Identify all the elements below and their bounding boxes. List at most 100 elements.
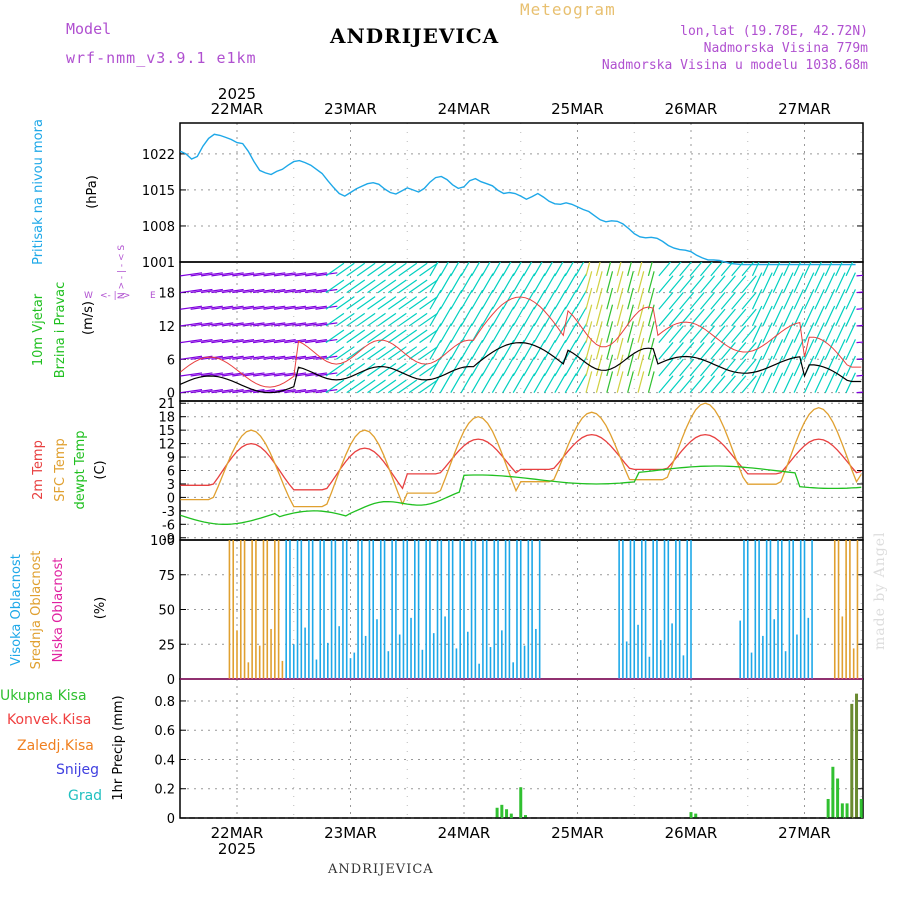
wind-barb bbox=[252, 372, 275, 377]
wind-barb bbox=[616, 262, 622, 277]
x-tick-label-top: 24MAR bbox=[438, 100, 491, 118]
precip-bar bbox=[845, 803, 849, 818]
x-tick-label-top: 27MAR bbox=[778, 100, 831, 118]
wind-barb bbox=[356, 379, 376, 394]
wind-barb bbox=[263, 305, 286, 310]
y-tick-label: 12 bbox=[158, 438, 175, 453]
wind-barb bbox=[263, 338, 286, 344]
wind-barb bbox=[835, 305, 846, 327]
wind-barb bbox=[637, 354, 645, 377]
wind-barb bbox=[533, 262, 543, 277]
wind-barb bbox=[419, 312, 438, 327]
wind-barb bbox=[710, 325, 726, 344]
wind-barb bbox=[731, 375, 747, 394]
wind-barb bbox=[450, 323, 463, 343]
wind-barb bbox=[772, 322, 784, 343]
wind-barb bbox=[346, 296, 366, 310]
wind-barb bbox=[305, 305, 327, 310]
wind-barb bbox=[554, 273, 567, 293]
precip-bar bbox=[859, 798, 863, 818]
wind-barb bbox=[190, 288, 213, 294]
wind-barb bbox=[741, 308, 757, 327]
wind-barb bbox=[710, 375, 726, 394]
x-tick-label-bottom: 24MAR bbox=[438, 824, 491, 842]
wind-barb bbox=[502, 323, 515, 343]
wind-barb bbox=[512, 306, 525, 327]
wind-barb bbox=[845, 272, 856, 293]
wind-barb bbox=[263, 355, 286, 360]
wind-barb bbox=[554, 262, 564, 277]
wind-barb bbox=[450, 262, 460, 277]
wind-barbs bbox=[180, 262, 863, 394]
wind-barb bbox=[471, 262, 481, 277]
wind-barb bbox=[512, 323, 525, 343]
footer-station: ANDRIJEVICA bbox=[328, 862, 434, 877]
wind-barb bbox=[616, 337, 624, 360]
wind-barb bbox=[835, 372, 846, 393]
wind-barb bbox=[710, 262, 724, 277]
wind-barb bbox=[533, 356, 546, 377]
wind-barb bbox=[346, 279, 366, 294]
wind-barb bbox=[637, 337, 645, 360]
ylabel-pressure-unit: (hPa) bbox=[85, 175, 100, 209]
wind-barb bbox=[523, 323, 536, 343]
ylabel-mid-cloud: Srednja Oblacnost bbox=[29, 551, 44, 670]
wind-barb bbox=[731, 308, 747, 327]
y-tick-label: 6 bbox=[167, 465, 175, 480]
wind-barb bbox=[668, 358, 684, 377]
wind-barb bbox=[845, 305, 856, 327]
wind-barb bbox=[585, 371, 593, 393]
wind-barb bbox=[585, 337, 593, 360]
y-tick-label: 0 bbox=[167, 812, 175, 827]
wind-barb bbox=[793, 372, 804, 393]
wind-barb bbox=[564, 273, 577, 293]
wind-barb bbox=[856, 374, 863, 377]
wind-barb bbox=[523, 262, 533, 277]
wind-barb bbox=[252, 272, 275, 277]
wind-barb bbox=[512, 373, 525, 393]
wind-barb bbox=[783, 322, 794, 343]
precip-bar bbox=[519, 787, 523, 818]
x-tick-label-bottom: 22MAR bbox=[211, 824, 264, 842]
wind-barb bbox=[856, 358, 863, 360]
wind-barb bbox=[575, 323, 588, 343]
wind-barb bbox=[294, 372, 317, 377]
wind-barb bbox=[408, 362, 428, 377]
wind-barb bbox=[824, 272, 836, 293]
wind-barb bbox=[627, 337, 634, 360]
wind-barb bbox=[471, 289, 484, 310]
precip-bar bbox=[523, 815, 527, 818]
wind-barb bbox=[575, 356, 588, 377]
precip-bar bbox=[505, 809, 509, 818]
wind-barb bbox=[190, 372, 213, 377]
wind-barb bbox=[627, 304, 634, 327]
wind-barb bbox=[814, 372, 825, 393]
wind-barb bbox=[232, 355, 255, 360]
wind-barb bbox=[460, 273, 473, 293]
wind-barb bbox=[647, 371, 655, 393]
ylabel-temp-unit: (C) bbox=[93, 460, 108, 479]
wind-barb bbox=[294, 355, 317, 360]
wind-barb bbox=[305, 322, 327, 327]
wind-barb bbox=[543, 323, 556, 343]
y-tick-label: 25 bbox=[158, 638, 175, 653]
ylabel-dewpt: dewpt Temp bbox=[73, 430, 88, 509]
wind-barb bbox=[543, 262, 554, 277]
wind-barb bbox=[294, 389, 317, 394]
wind-barb bbox=[242, 322, 265, 327]
wind-barb bbox=[627, 321, 634, 343]
wind-barb bbox=[325, 279, 345, 294]
ylabel-precip: 1hr Precip (mm) bbox=[111, 695, 126, 800]
wind-barb bbox=[398, 379, 418, 394]
wind-barb bbox=[783, 372, 794, 393]
wind-barb bbox=[762, 305, 773, 327]
wind-barb bbox=[367, 346, 386, 360]
ylabel-high-cloud: Visoka Oblacnost bbox=[9, 554, 24, 666]
wind-barb bbox=[242, 288, 265, 294]
legend-precip-entry: Snijeg bbox=[56, 762, 99, 778]
wind-barb bbox=[803, 262, 812, 277]
wind-barb bbox=[606, 262, 612, 277]
wind-barb bbox=[575, 273, 588, 293]
wind-barb bbox=[533, 373, 546, 393]
wind-barb bbox=[439, 262, 450, 277]
